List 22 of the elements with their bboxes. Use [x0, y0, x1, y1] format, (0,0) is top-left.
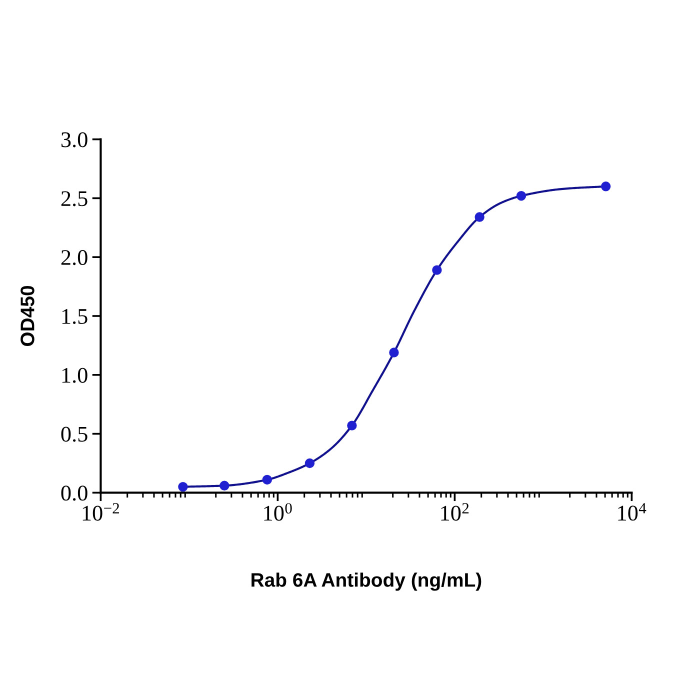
point: [262, 474, 272, 485]
point: [432, 265, 442, 275]
x-tick-label: 10$^{−2}$: [82, 503, 120, 521]
x-axis-title: Rab 6A Antibody (ng/mL): [252, 572, 482, 591]
point: [474, 212, 484, 222]
y-tick-label: 0.5: [61, 426, 88, 442]
y-tick-label: 3.0: [61, 132, 88, 148]
y-tick-label: 1.0: [62, 368, 88, 383]
y-tick-label: 0.0: [61, 486, 88, 501]
y-tick-label: 2.0: [61, 250, 88, 266]
point: [178, 482, 188, 492]
point: [516, 190, 526, 201]
point: [220, 480, 230, 490]
point: [304, 458, 315, 468]
x-tick-label: 10$^{0}$: [264, 503, 292, 521]
x-tick-label: 10$^{4}$: [618, 503, 646, 521]
y-tick-label: 1.5: [62, 309, 88, 324]
y-axis-title: OD450: [20, 286, 34, 346]
y-tick-label: 2.5: [61, 191, 88, 206]
point: [389, 348, 399, 358]
x-tick-label: 10$^{2}$: [441, 503, 469, 521]
point: [347, 420, 357, 430]
